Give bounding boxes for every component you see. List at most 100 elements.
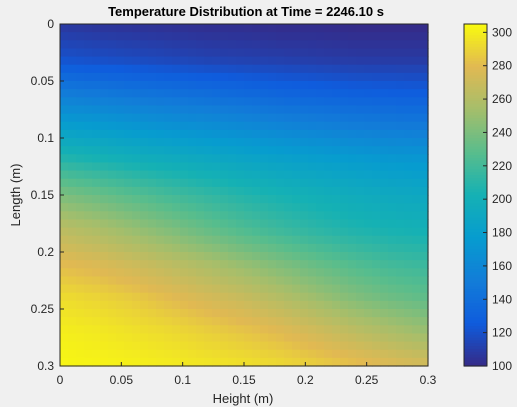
heatmap-cell [156,154,165,164]
colorbar-swatch [464,197,487,202]
heatmap-cell [172,48,181,58]
heatmap-cell [348,40,357,50]
x-tick-label: 0.05 [110,373,134,387]
heatmap-cell [220,81,229,90]
heatmap-cell [108,227,117,237]
colorbar-swatch [464,309,487,313]
heatmap-cell [348,178,357,188]
heatmap-cell [300,129,309,139]
heatmap-cell [300,170,309,180]
heatmap-cell [236,268,245,278]
heatmap-cell [364,252,373,261]
heatmap-cell [228,105,237,115]
heatmap-cell [228,341,237,351]
heatmap-cell [356,349,365,359]
heatmap-cell [220,357,229,367]
heatmap-cell [380,317,389,326]
heatmap-cell [420,81,429,90]
heatmap-cell [420,203,429,212]
heatmap-cell [100,40,109,50]
heatmap-cell [396,48,405,58]
y-tick-label: 0.25 [31,302,55,316]
heatmap-cell [356,300,365,310]
heatmap-cell [340,146,349,155]
heatmap-cell [420,146,429,155]
heatmap-cell [356,89,365,98]
heatmap-cell [284,154,293,164]
y-axis-label: Length (m) [8,164,23,227]
heatmap-cell [220,211,229,221]
heatmap-cell [84,81,93,90]
heatmap-cell [148,146,157,155]
heatmap-cell [388,292,397,302]
heatmap-cell [348,219,357,229]
heatmap-cell [340,48,349,58]
heatmap-cell [76,235,85,245]
heatmap-cell [132,276,141,286]
heatmap-cell [316,129,325,139]
heatmap-cell [260,138,269,147]
heatmap-cell [396,252,405,261]
heatmap-cell [100,162,109,172]
heatmap-cell [300,243,309,253]
heatmap-cell [108,252,117,261]
heatmap-cell [108,309,117,318]
heatmap-cell [164,129,173,139]
heatmap-cell [372,309,381,318]
heatmap-cell [180,97,189,107]
heatmap-cell [100,284,109,294]
heatmap-cell [284,129,293,139]
colorbar-swatch [464,169,487,173]
heatmap-cell [412,113,421,123]
colorbar-swatch [464,146,487,150]
heatmap-cell [140,113,149,123]
heatmap-cell [268,138,277,147]
heatmap-cell [68,146,77,155]
heatmap-cell [268,333,277,343]
heatmap-cell [340,89,349,98]
heatmap-cell [156,89,165,98]
heatmap-cell [124,129,133,139]
heatmap-cell [68,341,77,351]
heatmap-cell [420,195,429,204]
heatmap-cell [180,349,189,359]
heatmap-cell [412,48,421,58]
heatmap-cell [60,227,69,237]
heatmap-cell [420,227,429,237]
heatmap-cell [300,268,309,278]
heatmap-cell [76,72,85,82]
heatmap-cell [84,97,93,107]
heatmap-cell [252,138,261,147]
heatmap-cell [340,24,349,33]
heatmap-cell [356,243,365,253]
heatmap-cell [308,154,317,164]
heatmap-cell [252,162,261,172]
heatmap-cell [116,219,125,229]
heatmap-cell [108,178,117,188]
heatmap-cell [172,227,181,237]
heatmap-cell [60,170,69,180]
heatmap-cell [244,72,253,82]
heatmap-cell [228,113,237,123]
heatmap-cell [356,81,365,90]
heatmap-cell [396,276,405,286]
heatmap-cell [180,24,189,33]
heatmap-cell [172,300,181,310]
heatmap-cell [364,170,373,180]
heatmap-cell [244,154,253,164]
heatmap-cell [300,89,309,98]
heatmap-cell [140,357,149,367]
heatmap-cell [332,195,341,204]
heatmap-cell [364,186,373,196]
heatmap-cell [68,300,77,310]
heatmap-cell [268,24,277,33]
heatmap-cell [300,357,309,367]
colorbar-swatch [464,63,487,68]
heatmap-cell [188,243,197,253]
heatmap-cell [340,219,349,229]
heatmap-cell [332,48,341,58]
heatmap-cell [276,89,285,98]
colorbar-swatch [464,109,487,113]
heatmap-cell [300,284,309,294]
heatmap-cell [164,292,173,302]
